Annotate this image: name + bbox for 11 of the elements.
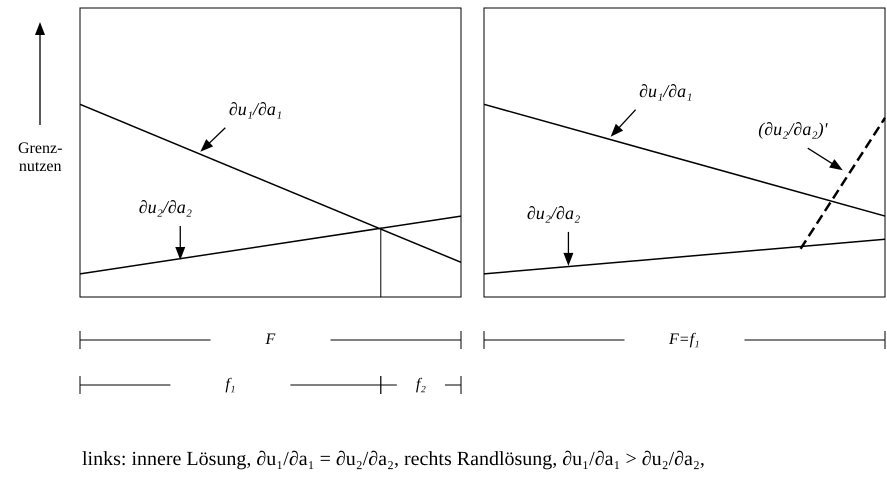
y-axis-title: Grenz- nutzen: [18, 140, 62, 176]
text: F: [266, 331, 276, 349]
text: F=f₁: [669, 331, 700, 349]
text: ∂u₁/∂a₁: [228, 98, 282, 120]
text: (∂u₂/∂a₂)': [758, 119, 828, 140]
text: ∂u₂/∂a₂: [526, 202, 580, 224]
text: ∂u₂/∂a₂: [138, 197, 192, 218]
text: links: innere Lösung, ∂u₁/∂a₁ = ∂u₂/∂a₂, rechts Randlösung, ∂u₁/∂a₁ > ∂u₂/∂a₂,: [82, 448, 705, 471]
text: ∂u₁/∂a₁: [639, 80, 692, 102]
text: f₁: [225, 376, 236, 394]
text: f₂: [416, 376, 426, 394]
